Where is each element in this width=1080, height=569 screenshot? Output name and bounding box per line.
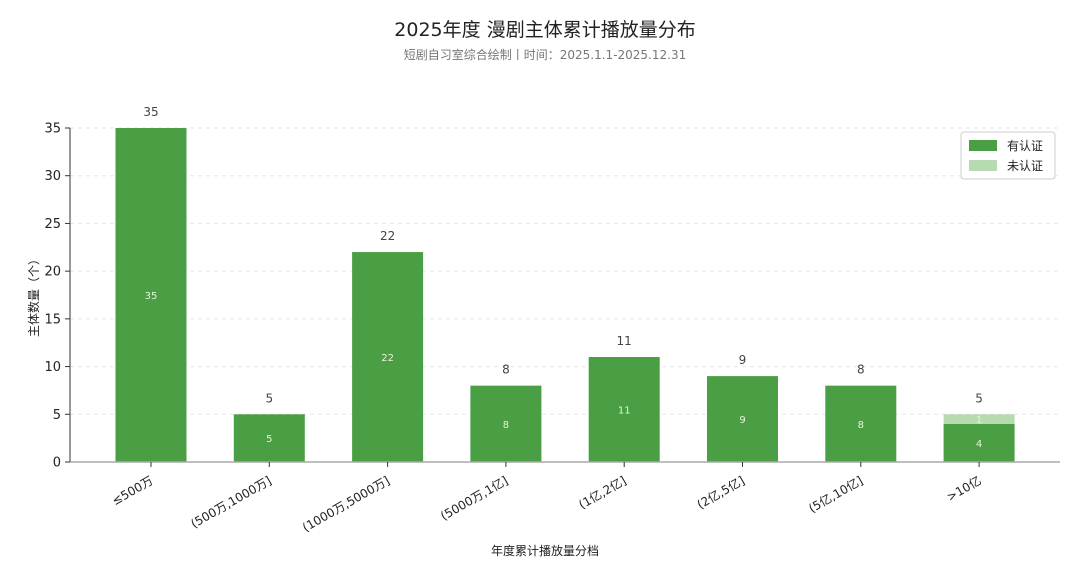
bar-total-label: 9 [739, 353, 747, 367]
y-tick-label: 30 [44, 169, 61, 184]
gridlines [70, 127, 1060, 415]
x-category-label: (1000万,5000万] [300, 473, 392, 534]
bar-certified [707, 376, 778, 462]
y-tick-label: 35 [44, 122, 61, 137]
y-tick-label: 20 [44, 265, 61, 280]
legend-label-certified: 有认证 [1007, 139, 1043, 153]
bar-certified [352, 252, 424, 462]
bar-inner-label: 4 [976, 439, 982, 450]
y-tick-label: 15 [44, 312, 61, 327]
bar-certified [943, 423, 1015, 462]
y-tick-label: 5 [53, 408, 61, 423]
bar-inner-label: 5 [266, 434, 272, 445]
legend-swatch-certified [969, 140, 997, 151]
bar-inner-label-uncertified: 1 [976, 415, 982, 426]
legend-label-uncertified: 未认证 [1007, 159, 1043, 173]
bar-certified [470, 385, 542, 462]
bar-total-label: 35 [143, 105, 158, 119]
y-axis-label: 主体数量（个） [26, 253, 41, 337]
bar-total-label: 8 [857, 363, 865, 377]
data-labels: 35 35 5 5 22 22 8 8 11 11 9 9 8 8 4 1 5 [143, 105, 983, 450]
x-category-label: (5000万,1亿] [438, 473, 511, 524]
x-axis-label: 年度累计播放量分档 [491, 543, 599, 558]
bar-certified [588, 357, 660, 462]
legend-swatch-uncertified [969, 160, 997, 171]
bar-inner-label: 11 [618, 406, 631, 417]
y-tick-label: 25 [44, 217, 61, 232]
bars [115, 128, 1015, 462]
x-category-label: (5亿,10亿] [806, 473, 866, 516]
bar-inner-label: 9 [739, 415, 745, 426]
bar-inner-label: 8 [858, 420, 864, 431]
bar-total-label: 5 [265, 391, 273, 405]
x-category-label: ≤500万 [110, 473, 156, 508]
bar-inner-label: 35 [145, 291, 158, 302]
chart-title: 2025年度 漫剧主体累计播放量分布 [394, 19, 695, 41]
bar-certified [115, 128, 187, 462]
x-category-label: >10亿 [944, 473, 984, 505]
x-category-label: (500万,1000万] [188, 473, 273, 530]
bar-total-label: 11 [617, 334, 632, 348]
bar-inner-label: 8 [503, 420, 509, 431]
bar-inner-label: 22 [381, 353, 394, 364]
x-category-label: (2亿,5亿] [694, 473, 747, 512]
chart-subtitle: 短剧自习室综合绘制丨时间：2025.1.1-2025.12.31 [404, 47, 686, 62]
y-tick-label: 10 [44, 360, 61, 375]
bar-total-label: 5 [975, 391, 983, 405]
bar-total-label: 22 [380, 229, 395, 243]
legend: 有认证 未认证 [960, 131, 1056, 180]
bar-certified [825, 385, 897, 462]
bar-uncertified [943, 414, 1015, 424]
y-tick-label: 0 [53, 456, 61, 471]
bar-certified [233, 414, 305, 462]
bar-total-label: 8 [502, 363, 510, 377]
x-category-label: (1亿,2亿] [576, 473, 629, 512]
